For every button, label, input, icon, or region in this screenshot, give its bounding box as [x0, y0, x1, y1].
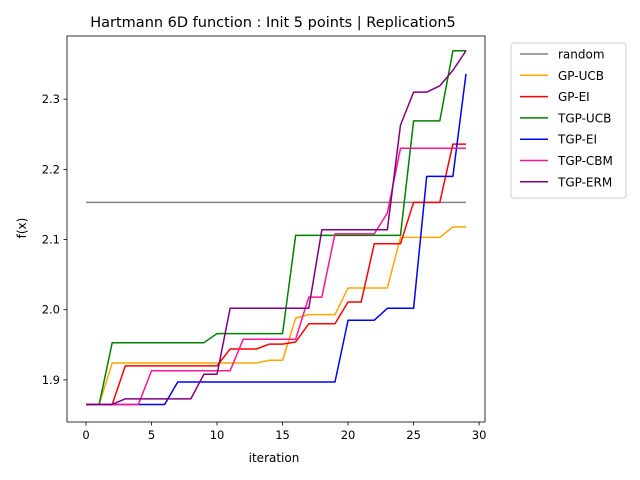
series-line-tgp-cbm [86, 147, 466, 406]
y-tick-label: 2.1 [42, 233, 60, 247]
x-tick-label: 15 [275, 428, 290, 442]
x-axis: 0 5 10 15 20 25 30 [82, 422, 486, 442]
x-tick-label: 10 [210, 428, 225, 442]
legend-label-gp-ucb: GP-UCB [558, 69, 604, 83]
series-line-tgp-ei [86, 73, 467, 406]
y-tick-label: 2.0 [42, 303, 60, 317]
series-line-gp-ei [86, 143, 466, 406]
legend-label-gp-ei: GP-EI [558, 90, 590, 104]
plot-frame [66, 35, 486, 423]
x-tick-label: 25 [406, 428, 421, 442]
y-tick-label: 2.2 [42, 162, 60, 176]
legend-box [510, 42, 627, 199]
y-axis-label: f(x) [15, 218, 29, 239]
series-line-tgp-ucb [86, 49, 466, 406]
x-tick-label: 5 [148, 428, 155, 442]
legend-label-random: random [558, 48, 605, 62]
y-axis: 1.9 2.0 2.1 2.2 2.3 [42, 92, 67, 387]
legend-label-tgp-cbm: TGP-CBM [557, 154, 613, 168]
chart-title: Hartmann 6D function : Init 5 points | R… [90, 15, 456, 31]
x-tick-label: 30 [472, 428, 487, 442]
y-tick-label: 2.3 [42, 92, 60, 106]
x-tick-label: 0 [82, 428, 89, 442]
x-axis-label: iteration [249, 451, 300, 465]
legend-label-tgp-erm: TGP-ERM [557, 175, 612, 189]
legend-label-tgp-ei: TGP-EI [557, 133, 597, 147]
legend-label-tgp-ucb: TGP-UCB [557, 111, 611, 125]
y-tick-label: 1.9 [42, 373, 60, 387]
plot-area [66, 35, 486, 423]
x-tick-label: 20 [341, 428, 356, 442]
series-line-gp-ucb [86, 226, 466, 406]
series-line-tgp-erm [86, 50, 467, 406]
legend: random GP-UCB GP-EI TGP-UCB TGP-EI TGP-CBM TGP… [510, 42, 627, 199]
